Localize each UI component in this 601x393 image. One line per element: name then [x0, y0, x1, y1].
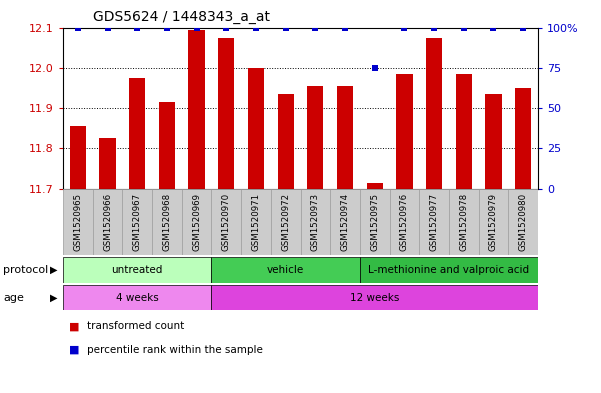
Bar — [485, 94, 502, 189]
Bar — [189, 29, 205, 189]
Text: GSM1520969: GSM1520969 — [192, 193, 201, 251]
Point — [340, 24, 350, 31]
Text: GSM1520979: GSM1520979 — [489, 193, 498, 251]
Bar — [515, 88, 531, 189]
Bar — [337, 86, 353, 189]
Point — [429, 24, 439, 31]
Text: ■: ■ — [69, 321, 79, 331]
Text: GSM1520966: GSM1520966 — [103, 193, 112, 251]
Point — [311, 24, 320, 31]
Text: GSM1520972: GSM1520972 — [281, 193, 290, 251]
Point — [162, 24, 172, 31]
Bar — [212, 285, 538, 310]
Point — [281, 24, 290, 31]
Text: 12 weeks: 12 weeks — [350, 293, 400, 303]
Text: GSM1520970: GSM1520970 — [222, 193, 231, 251]
Bar — [99, 138, 116, 189]
Point — [192, 24, 201, 31]
Text: 4 weeks: 4 weeks — [116, 293, 159, 303]
Text: transformed count: transformed count — [87, 321, 185, 331]
Bar — [367, 183, 383, 189]
Text: percentile rank within the sample: percentile rank within the sample — [87, 345, 263, 355]
Bar — [307, 86, 323, 189]
Text: GSM1520965: GSM1520965 — [73, 193, 82, 251]
Text: untreated: untreated — [112, 265, 163, 275]
Text: ■: ■ — [69, 345, 79, 355]
Point — [489, 24, 498, 31]
Point — [518, 24, 528, 31]
Bar — [360, 257, 538, 283]
Bar — [63, 257, 212, 283]
Point — [400, 24, 409, 31]
Point — [73, 24, 83, 31]
Point — [459, 24, 469, 31]
Bar — [218, 38, 234, 189]
Text: GSM1520976: GSM1520976 — [400, 193, 409, 251]
Bar — [278, 94, 294, 189]
Text: GSM1520978: GSM1520978 — [459, 193, 468, 251]
Text: GSM1520974: GSM1520974 — [341, 193, 350, 251]
Text: ▶: ▶ — [50, 265, 57, 275]
Text: GSM1520968: GSM1520968 — [162, 193, 171, 251]
Bar — [456, 74, 472, 189]
Text: age: age — [3, 293, 24, 303]
Point — [132, 24, 142, 31]
Text: protocol: protocol — [3, 265, 48, 275]
Text: GSM1520967: GSM1520967 — [133, 193, 142, 251]
Bar — [248, 68, 264, 189]
Text: GSM1520971: GSM1520971 — [251, 193, 260, 251]
Point — [103, 24, 112, 31]
Bar — [212, 257, 360, 283]
Text: vehicle: vehicle — [267, 265, 304, 275]
Bar — [426, 38, 442, 189]
Text: L-methionine and valproic acid: L-methionine and valproic acid — [368, 265, 529, 275]
Text: ▶: ▶ — [50, 293, 57, 303]
Point — [370, 64, 379, 71]
Bar — [63, 285, 212, 310]
Text: GSM1520977: GSM1520977 — [430, 193, 439, 251]
Bar — [129, 78, 145, 189]
Text: GSM1520973: GSM1520973 — [311, 193, 320, 251]
Text: GDS5624 / 1448343_a_at: GDS5624 / 1448343_a_at — [93, 10, 270, 24]
Text: GSM1520980: GSM1520980 — [519, 193, 528, 251]
Point — [222, 24, 231, 31]
Bar — [159, 102, 175, 189]
Bar — [70, 126, 86, 189]
Point — [251, 24, 261, 31]
Text: GSM1520975: GSM1520975 — [370, 193, 379, 251]
Bar — [396, 74, 412, 189]
